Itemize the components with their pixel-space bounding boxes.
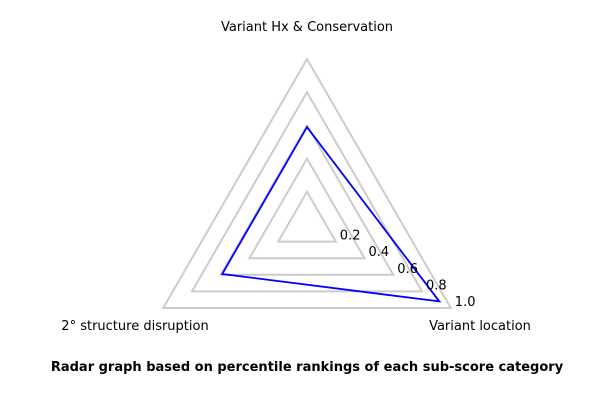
- radar-grid: [161, 57, 453, 309]
- axis-label-bottom-right: Variant location: [429, 319, 531, 334]
- grid-ring: [276, 189, 338, 243]
- tick-label: 0.2: [340, 229, 361, 244]
- radial-tick-labels: 0.2 0.4 0.6 0.8 1.0: [340, 229, 476, 310]
- grid-ring: [190, 90, 424, 293]
- tick-label: 0.6: [397, 262, 418, 277]
- series-polygon: [220, 125, 442, 303]
- grid-ring: [247, 156, 367, 260]
- axis-label-top: Variant Hx & Conservation: [221, 20, 393, 35]
- tick-label: 0.4: [369, 245, 390, 260]
- tick-label: 1.0: [455, 295, 476, 310]
- grid-ring: [161, 57, 453, 309]
- tick-label: 0.8: [426, 278, 447, 293]
- chart-caption: Radar graph based on percentile rankings…: [51, 360, 564, 375]
- axis-label-bottom-left: 2° structure disruption: [61, 319, 208, 334]
- radar-series: [220, 125, 442, 303]
- grid-ring: [218, 123, 396, 276]
